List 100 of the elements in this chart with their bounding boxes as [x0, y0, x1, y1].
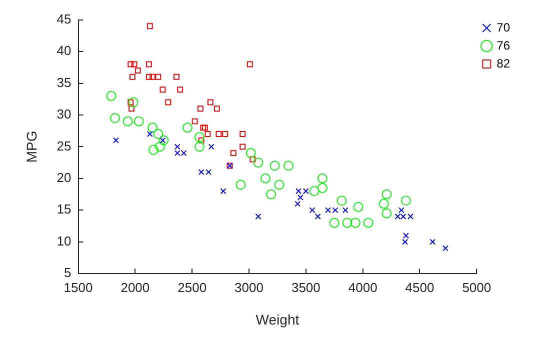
point: [146, 61, 152, 68]
point: [294, 200, 301, 207]
point: [146, 23, 153, 30]
point: [134, 116, 144, 126]
point: [240, 144, 246, 150]
point: [382, 189, 392, 200]
point: [442, 245, 448, 252]
y-tick-label: 15: [56, 202, 72, 217]
point: [260, 173, 271, 184]
point: [284, 160, 294, 171]
point: [342, 218, 352, 228]
point: [317, 182, 328, 193]
point: [197, 106, 204, 112]
point: [317, 173, 328, 184]
point: [342, 207, 348, 214]
point: [206, 169, 212, 176]
point: [134, 68, 141, 74]
point: [408, 214, 414, 220]
point: [255, 214, 262, 220]
point: [216, 131, 222, 137]
point: [182, 122, 193, 133]
point: [148, 144, 158, 155]
point: [207, 99, 214, 106]
point: [165, 99, 172, 106]
x-tick-label: 2500: [178, 280, 207, 295]
point: [332, 207, 338, 214]
point: [198, 169, 204, 176]
point: [204, 131, 211, 137]
point: [153, 129, 164, 140]
y-tick-label: 40: [56, 43, 72, 58]
point: [250, 156, 256, 162]
point: [270, 160, 280, 171]
point: [106, 90, 116, 101]
point: [236, 180, 246, 190]
point: [208, 144, 214, 150]
point: [194, 142, 204, 152]
point: [230, 150, 236, 156]
y-tick-label: 10: [56, 233, 72, 248]
point: [266, 189, 276, 200]
point: [382, 208, 392, 218]
point: [274, 180, 284, 190]
y-axis-title: MPG: [23, 130, 40, 163]
point: [220, 188, 226, 194]
point: [325, 207, 331, 214]
point: [154, 142, 165, 152]
point: [336, 196, 347, 206]
point: [400, 196, 411, 206]
point: [246, 61, 253, 68]
y-tick-label: 45: [56, 11, 72, 26]
point: [131, 61, 138, 68]
point: [112, 137, 119, 144]
point: [309, 186, 320, 196]
point: [148, 122, 158, 133]
point: [128, 97, 138, 108]
x-tick-label: 4000: [348, 280, 378, 295]
point: [329, 218, 340, 228]
point: [146, 74, 152, 80]
point: [253, 158, 264, 168]
point: [155, 74, 162, 80]
point: [246, 148, 256, 158]
point: [240, 131, 246, 137]
legend-label: 70: [496, 20, 510, 34]
point: [350, 218, 360, 228]
x-tick-label: 3000: [234, 280, 264, 295]
point: [378, 198, 389, 209]
point: [194, 132, 204, 142]
x-tick-label: 4500: [405, 280, 434, 295]
x-tick-label: 1500: [64, 280, 93, 295]
point: [222, 131, 228, 137]
y-tick-label: 25: [56, 138, 72, 154]
point: [363, 218, 374, 228]
point: [110, 113, 120, 124]
point: [158, 135, 169, 146]
x-tick-label: 3500: [291, 280, 320, 295]
y-tick-label: 5: [64, 265, 72, 280]
point: [122, 116, 133, 126]
point: [146, 131, 153, 137]
point: [180, 150, 187, 156]
point: [128, 61, 134, 68]
point: [174, 74, 180, 80]
point: [214, 106, 220, 112]
y-tick-label: 20: [56, 170, 72, 186]
point: [192, 118, 198, 124]
point: [160, 86, 166, 93]
legend-label: 82: [496, 56, 510, 70]
point: [394, 214, 401, 220]
point: [128, 106, 135, 112]
point: [177, 86, 184, 93]
legend-label: 76: [496, 38, 510, 52]
x-axis-title: Weight: [256, 311, 300, 328]
point: [314, 214, 321, 220]
point: [129, 74, 136, 80]
x-tick-label: 2000: [120, 280, 150, 295]
point: [150, 74, 156, 80]
y-tick-label: 30: [56, 106, 72, 122]
x-tick-label: 5000: [462, 280, 492, 295]
point: [302, 188, 309, 194]
point: [309, 207, 316, 214]
point: [353, 202, 364, 212]
point: [430, 238, 436, 245]
